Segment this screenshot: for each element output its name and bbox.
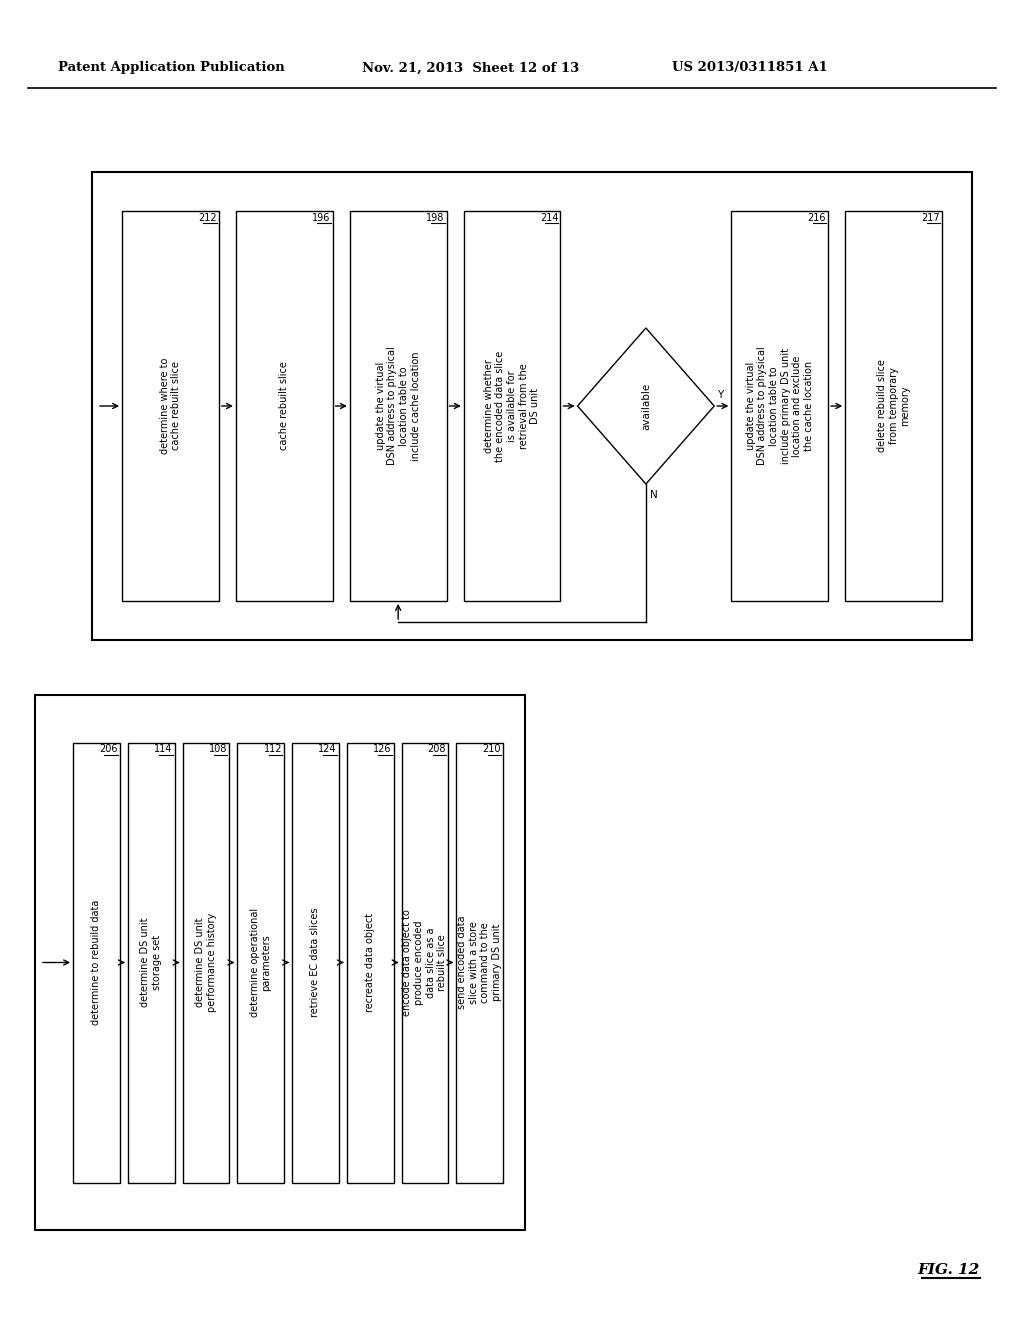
Bar — [92, 172, 972, 640]
Text: 217: 217 — [922, 213, 940, 223]
Text: update the virtual
DSN address to physical
location table to
include primary DS : update the virtual DSN address to physic… — [745, 347, 814, 466]
Text: update the virtual
DSN address to physical
location table to
include cache locat: update the virtual DSN address to physic… — [376, 347, 421, 466]
Bar — [845, 211, 942, 601]
Text: available: available — [641, 383, 651, 429]
Text: 114: 114 — [155, 744, 172, 755]
Text: US 2013/0311851 A1: US 2013/0311851 A1 — [672, 62, 827, 74]
Bar — [128, 742, 174, 1183]
Text: cache rebuilt slice: cache rebuilt slice — [280, 362, 290, 450]
Text: N: N — [650, 490, 657, 500]
Text: 212: 212 — [199, 213, 217, 223]
Bar — [401, 742, 449, 1183]
Text: 214: 214 — [540, 213, 558, 223]
Text: retrieve EC data slices: retrieve EC data slices — [310, 908, 321, 1018]
Bar — [236, 211, 333, 601]
Text: determine whether
the encoded data slice
is available for
retrieval from the
DS : determine whether the encoded data slice… — [484, 350, 541, 462]
Text: Y: Y — [717, 389, 724, 400]
Text: 196: 196 — [312, 213, 331, 223]
Bar — [182, 742, 229, 1183]
Bar — [73, 742, 120, 1183]
Text: FIG. 12: FIG. 12 — [918, 1263, 980, 1276]
Bar — [122, 211, 219, 601]
Text: determine DS unit
performance history: determine DS unit performance history — [196, 913, 217, 1012]
Text: 206: 206 — [99, 744, 118, 755]
Text: 124: 124 — [318, 744, 337, 755]
Bar — [350, 211, 446, 601]
Text: determine to rebuild data: determine to rebuild data — [91, 900, 101, 1026]
Text: Nov. 21, 2013  Sheet 12 of 13: Nov. 21, 2013 Sheet 12 of 13 — [362, 62, 580, 74]
Text: 216: 216 — [808, 213, 826, 223]
Bar — [35, 696, 525, 1230]
Text: 208: 208 — [428, 744, 446, 755]
Text: determine where to
cache rebuilt slice: determine where to cache rebuilt slice — [160, 358, 181, 454]
Text: encode data object to
produce encoded
data slice as a
rebuilt slice: encode data object to produce encoded da… — [402, 909, 447, 1016]
Bar — [238, 742, 284, 1183]
Text: determine DS unit
storage set: determine DS unit storage set — [140, 917, 162, 1007]
Text: recreate data object: recreate data object — [366, 913, 375, 1012]
Bar — [347, 742, 393, 1183]
Text: 126: 126 — [373, 744, 391, 755]
Text: 210: 210 — [482, 744, 501, 755]
Text: delete rebuild slice
from temporary
memory: delete rebuild slice from temporary memo… — [877, 359, 910, 453]
Bar — [464, 211, 560, 601]
Text: 112: 112 — [263, 744, 282, 755]
Bar — [292, 742, 339, 1183]
Text: determine operational
parameters: determine operational parameters — [250, 908, 271, 1018]
Text: 108: 108 — [209, 744, 227, 755]
Text: 198: 198 — [426, 213, 444, 223]
Bar — [731, 211, 828, 601]
Text: Patent Application Publication: Patent Application Publication — [58, 62, 285, 74]
Bar — [457, 742, 503, 1183]
Text: send encoded data
slice with a store
command to the
primary DS unit: send encoded data slice with a store com… — [458, 916, 502, 1010]
Polygon shape — [578, 327, 714, 484]
